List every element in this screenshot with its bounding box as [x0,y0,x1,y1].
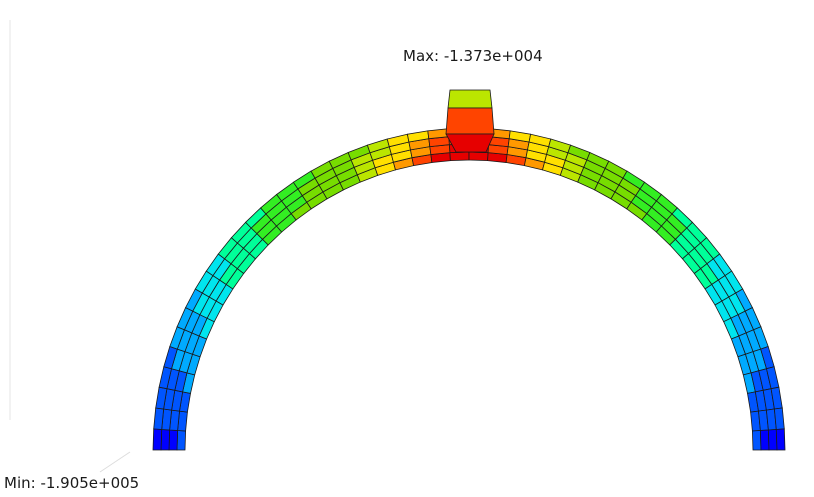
mesh-element [468,151,489,162]
mesh-element [160,429,171,451]
min-value-label: Min: -1.905e+005 [4,474,140,492]
mesh-element [759,429,770,451]
pad-element [445,133,495,153]
arch-mesh [152,127,786,451]
mesh-element [767,429,778,451]
min-leader-line [99,451,131,473]
mesh-element [775,428,786,451]
mesh-element [168,429,179,451]
pad-element [445,107,495,135]
mesh-element [449,151,470,162]
mesh-element [153,407,165,430]
mesh-element [152,428,163,451]
mesh-element [773,407,785,430]
pad-element [447,89,493,109]
max-value-label: Max: -1.373e+004 [403,47,543,65]
load-pad [445,89,495,153]
mesh-element [751,430,762,451]
mesh-element [176,430,187,451]
